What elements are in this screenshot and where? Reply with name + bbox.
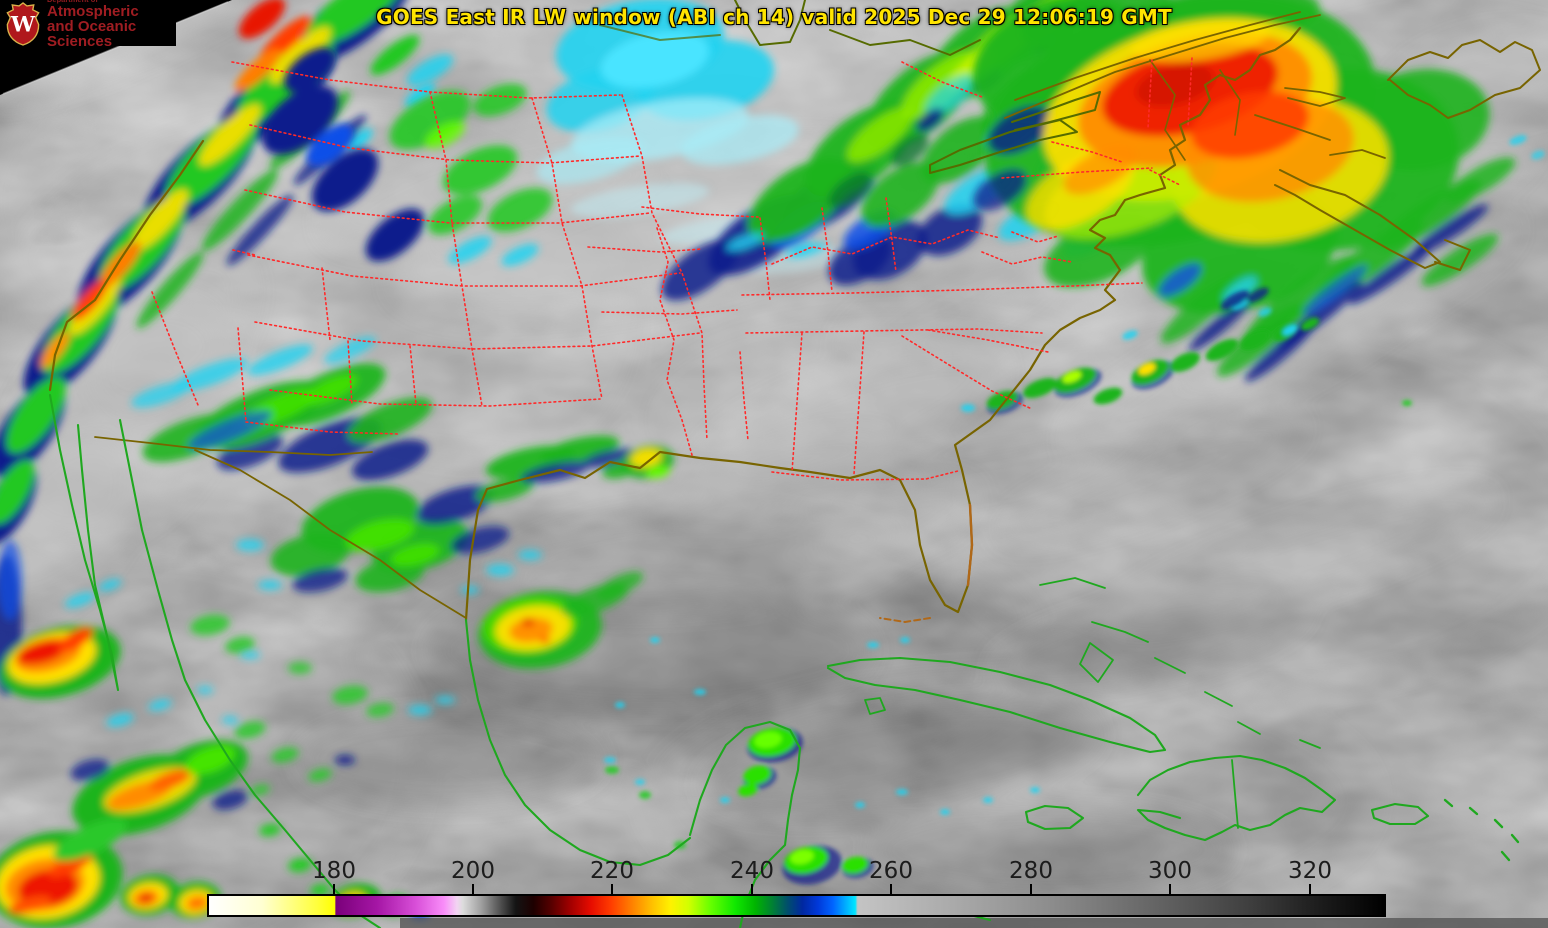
colorbar-gradient: [207, 894, 1386, 917]
colorbar-tick-label: 300: [1148, 858, 1192, 884]
colorbar-tick: [333, 884, 335, 894]
colorbar-tick: [751, 884, 753, 894]
colorbar-tick-label: 200: [451, 858, 495, 884]
uw-crest-icon: W: [6, 1, 40, 46]
colorbar-tick: [1309, 884, 1311, 894]
storm-patches-plains-north: [261, 47, 553, 267]
colorbar-tick-label: 320: [1288, 858, 1332, 884]
svg-text:W: W: [10, 12, 36, 37]
colorbar-tick-label: 220: [590, 858, 634, 884]
colorbar-tick: [472, 884, 474, 894]
colorbar-tick: [1169, 884, 1171, 894]
image-title: GOES East IR LW window (ABI ch 14) valid…: [376, 5, 1172, 29]
logo-line-2: and Oceanic Sciences: [47, 18, 137, 51]
colorbar-tick-label: 180: [312, 858, 356, 884]
storm-texas-gulfcoast: [131, 336, 674, 718]
colorbar-tick: [611, 884, 613, 894]
logo-text: Department of Atmospheric and Oceanic Sc…: [47, 0, 176, 50]
storm-mexico-pacific: [0, 540, 430, 928]
uw-aos-logo: W Department of Atmospheric and Oceanic …: [0, 0, 176, 50]
colorbar-tick: [890, 884, 892, 894]
logo-line-1: Atmospheric: [47, 2, 139, 20]
colorbar-tick-label: 260: [869, 858, 913, 884]
logo-dept-line: Department of: [47, 0, 176, 4]
storm-atlantic-cells: [961, 135, 1545, 415]
lake-shorelines: [599, 0, 1101, 174]
colorbar-tick-label: 240: [730, 858, 774, 884]
colorbar-tick-label: 280: [1009, 858, 1053, 884]
storm-caribbean-cells: [604, 637, 1040, 885]
cloud-mass-north-central: [536, 0, 855, 274]
coastlines-us: [48, 11, 1541, 623]
colorbar-tick: [1030, 884, 1032, 894]
state-borders: [151, 57, 1193, 481]
image-bottom-strip: [400, 918, 1548, 928]
